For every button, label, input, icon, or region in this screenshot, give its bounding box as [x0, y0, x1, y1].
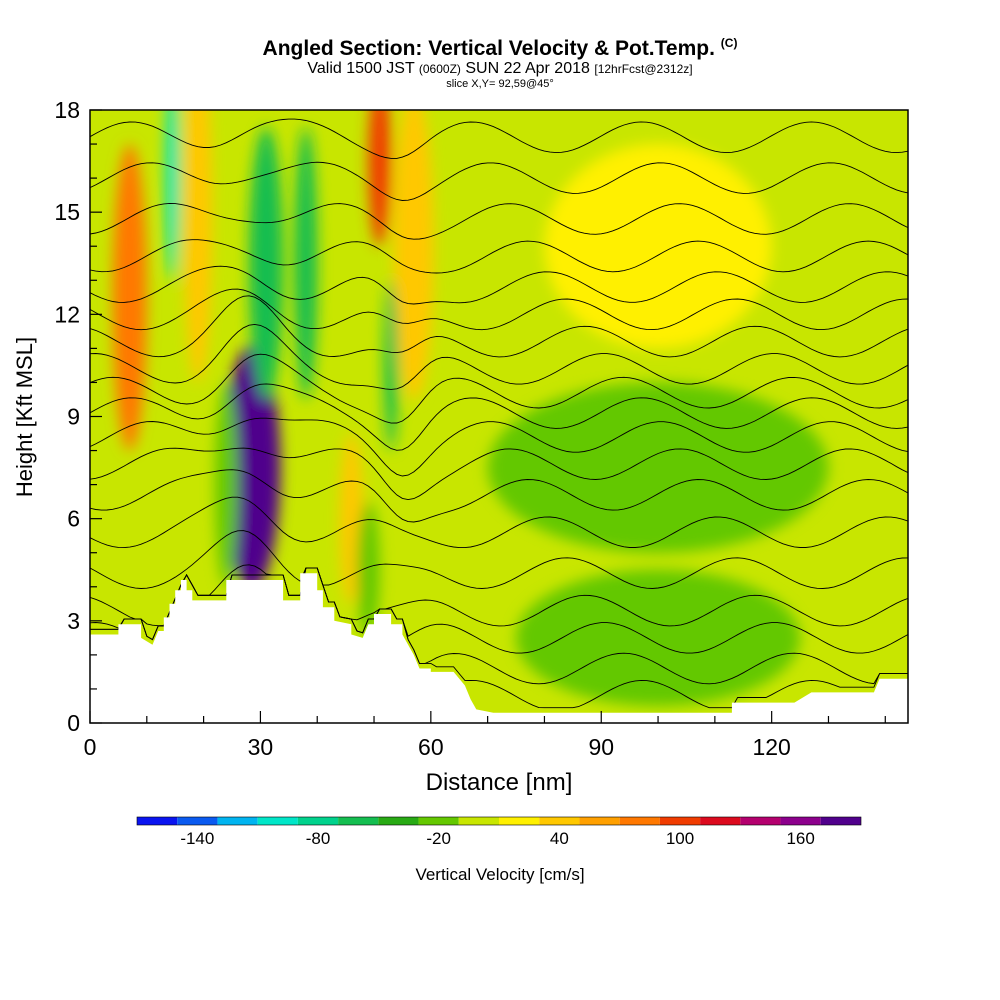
x-tick-label-30: 30 [248, 734, 274, 760]
colorbar-tick-3: 40 [550, 829, 569, 848]
y-tick-label-12: 12 [54, 301, 80, 327]
velocity-cell-8 [249, 127, 284, 400]
y-tick-label-6: 6 [67, 506, 80, 532]
colorbar-swatch-15 [740, 817, 781, 825]
theta-contour-12 [90, 295, 908, 358]
theta-contour-4 [90, 530, 908, 589]
velocity-cell-3 [183, 110, 213, 383]
forecast-info: [12hrFcst@2312z] [594, 62, 693, 76]
theta-contours [90, 118, 908, 709]
colorbar-swatch-9 [499, 817, 540, 825]
colorbar-swatch-11 [579, 817, 620, 825]
theta-contour-18 [90, 118, 908, 159]
x-tick-label-0: 0 [84, 734, 97, 760]
colorbar-swatch-12 [619, 817, 660, 825]
theta-contour-7 [90, 447, 908, 501]
colorbar-swatch-14 [700, 817, 741, 825]
y-tick-label-15: 15 [54, 199, 80, 225]
colorbar-tick-4: 100 [666, 829, 694, 848]
velocity-cell-15 [544, 144, 772, 349]
colorbar-swatch-10 [539, 817, 580, 825]
velocity-cell-6 [339, 433, 363, 604]
y-tick-label-3: 3 [67, 608, 80, 634]
colorbar-swatch-16 [780, 817, 821, 825]
x-axis: 0 30 60 90 120 [84, 711, 886, 760]
velocity-cell-7 [165, 110, 180, 281]
colorbar-swatch-17 [820, 817, 861, 825]
velocity-cell-2 [112, 144, 147, 451]
theta-contour-14 [90, 265, 908, 305]
colorbar-swatch-3 [257, 817, 298, 825]
theta-contour-17 [90, 161, 908, 201]
velocity-cell-14 [516, 569, 801, 706]
colorbar-tick-0: -140 [180, 829, 214, 848]
theta-contour-9 [90, 383, 908, 451]
velocity-cell-11 [214, 382, 238, 587]
y-tick-label-9: 9 [67, 404, 80, 430]
velocity-cell-5 [393, 110, 434, 400]
theta-contour-6 [90, 469, 908, 523]
x-tick-label-120: 120 [752, 734, 790, 760]
y-tick-label-18: 18 [54, 97, 80, 123]
colorbar-swatch-2 [217, 817, 258, 825]
velocity-cell-9 [294, 127, 318, 400]
colorbar-swatch-1 [177, 817, 218, 825]
chart-title-text: Angled Section: Vertical Velocity & Pot.… [262, 37, 715, 60]
valid-time-local: Valid 1500 JST [307, 60, 415, 77]
theta-contour-8 [90, 417, 908, 477]
velocity-cell-12 [356, 501, 380, 638]
x-tick-label-60: 60 [418, 734, 444, 760]
x-axis-label: Distance [nm] [426, 769, 573, 796]
colorbar-tick-2: -20 [426, 829, 451, 848]
colorbar-swatch-5 [338, 817, 379, 825]
colorbar-swatch-13 [659, 817, 701, 825]
theta-contour-13 [90, 288, 908, 331]
colorbar-label: Vertical Velocity [cm/s] [415, 865, 584, 884]
colorbar-swatch-0 [137, 817, 178, 825]
terrain-mask [90, 573, 908, 723]
valid-time-line: Valid 1500 JST (0600Z) SUN 22 Apr 2018 [… [0, 60, 1000, 78]
velocity-cell-4 [368, 110, 392, 247]
velocity-cell-1 [240, 392, 264, 543]
y-axis-label: Height [Kft MSL] [12, 337, 37, 497]
chart-title-tag: (C) [720, 36, 738, 50]
colorbar-swatch-8 [458, 817, 499, 825]
x-tick-label-90: 90 [588, 734, 614, 760]
valid-time-zulu: (0600Z) [418, 62, 461, 76]
colorbar: -140 -80 -20 40 100 160 [136, 816, 862, 848]
velocity-cell-10 [384, 280, 398, 451]
colorbar-tick-5: 160 [786, 829, 814, 848]
y-tick-label-0: 0 [67, 710, 80, 736]
theta-contour-5 [90, 496, 908, 549]
theta-contour-10 [90, 353, 908, 424]
theta-contour-11 [90, 323, 908, 390]
colorbar-swatch-6 [378, 817, 419, 825]
valid-date: SUN 22 Apr 2018 [465, 60, 590, 77]
theta-contour-15 [90, 239, 908, 274]
chart-title: Angled Section: Vertical Velocity & Pot.… [0, 36, 1000, 61]
y-axis: 0 3 6 9 12 15 18 [54, 97, 102, 736]
colorbar-swatch-7 [418, 817, 459, 825]
velocity-cell-13 [487, 382, 829, 553]
theta-contour-3 [90, 564, 908, 627]
colorbar-swatch-4 [297, 817, 339, 825]
theta-contour-16 [90, 202, 908, 240]
slice-info: slice X,Y= 92,59@45° [446, 78, 554, 90]
colorbar-tick-1: -80 [306, 829, 331, 848]
